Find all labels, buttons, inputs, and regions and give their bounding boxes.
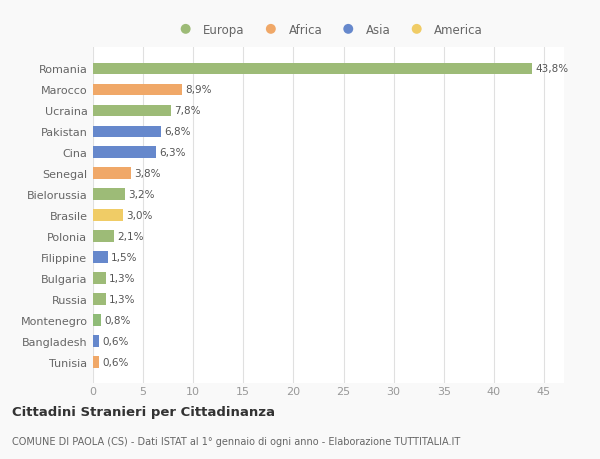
- Text: 3,0%: 3,0%: [126, 211, 152, 221]
- Text: 0,6%: 0,6%: [102, 336, 128, 347]
- Bar: [93, 147, 156, 159]
- Bar: [93, 105, 171, 117]
- Bar: [93, 126, 161, 138]
- Bar: [93, 273, 106, 284]
- Text: 8,9%: 8,9%: [185, 85, 212, 95]
- Bar: [93, 231, 114, 242]
- Text: 3,8%: 3,8%: [134, 169, 161, 179]
- Text: COMUNE DI PAOLA (CS) - Dati ISTAT al 1° gennaio di ogni anno - Elaborazione TUTT: COMUNE DI PAOLA (CS) - Dati ISTAT al 1° …: [12, 437, 460, 446]
- Bar: [93, 294, 106, 305]
- Text: 6,8%: 6,8%: [164, 127, 191, 137]
- Bar: [93, 336, 99, 347]
- Bar: [93, 189, 125, 201]
- Text: 0,8%: 0,8%: [104, 315, 130, 325]
- Legend: Europa, Africa, Asia, America: Europa, Africa, Asia, America: [174, 24, 483, 37]
- Text: 43,8%: 43,8%: [535, 64, 568, 74]
- Bar: [93, 63, 532, 75]
- Bar: [93, 210, 123, 222]
- Text: 1,3%: 1,3%: [109, 295, 136, 304]
- Text: 1,5%: 1,5%: [111, 252, 137, 263]
- Text: 7,8%: 7,8%: [174, 106, 200, 116]
- Bar: [93, 252, 108, 263]
- Text: Cittadini Stranieri per Cittadinanza: Cittadini Stranieri per Cittadinanza: [12, 405, 275, 419]
- Text: 1,3%: 1,3%: [109, 274, 136, 284]
- Text: 3,2%: 3,2%: [128, 190, 155, 200]
- Bar: [93, 357, 99, 368]
- Bar: [93, 168, 131, 179]
- Bar: [93, 84, 182, 96]
- Text: 6,3%: 6,3%: [159, 148, 185, 158]
- Bar: [93, 315, 101, 326]
- Text: 2,1%: 2,1%: [117, 232, 143, 241]
- Text: 0,6%: 0,6%: [102, 357, 128, 367]
